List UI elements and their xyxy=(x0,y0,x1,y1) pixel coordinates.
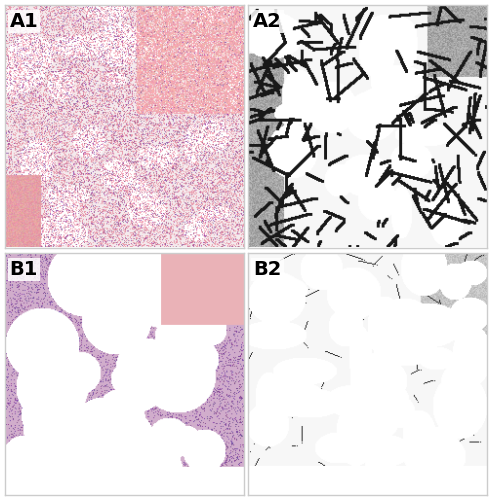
Text: A2: A2 xyxy=(253,12,282,32)
Text: B2: B2 xyxy=(253,260,281,279)
Text: B1: B1 xyxy=(10,260,38,279)
Text: A1: A1 xyxy=(10,12,38,32)
